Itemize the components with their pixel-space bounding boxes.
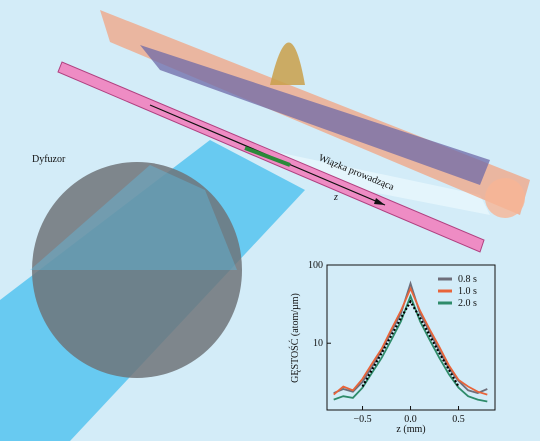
y-tick-label: 10 [313, 338, 323, 349]
y-axis-label: GĘSTOŚĆ (atom/µm) [289, 293, 301, 383]
x-tick-label: 0.0 [404, 414, 417, 425]
legend-label: 0.8 s [458, 274, 477, 285]
z-arrow-head [374, 198, 385, 205]
series-line [333, 280, 488, 395]
plot: −0.5 0.0 0.5 10 100 0.8 s1.0 s2.0 s [308, 260, 488, 425]
green-segment [244, 146, 291, 167]
series-line [333, 293, 488, 403]
atom-cloud [140, 45, 490, 185]
diffuser [32, 162, 242, 378]
annotation: Dyfuzor [32, 154, 66, 165]
y-tick-label: 100 [308, 260, 323, 271]
legend-label: 2.0 s [458, 298, 477, 309]
series-line [333, 286, 488, 396]
beam-overlap [30, 165, 237, 270]
fit-line [361, 299, 460, 388]
x-tick-label: 0.5 [452, 414, 465, 425]
density-peak [270, 42, 305, 85]
legend-label: 1.0 s [458, 286, 477, 297]
x-tick-label: −0.5 [353, 414, 371, 425]
x-axis-label: z (mm) [396, 424, 425, 435]
annotation: z [333, 192, 338, 203]
tube-end [485, 178, 525, 218]
